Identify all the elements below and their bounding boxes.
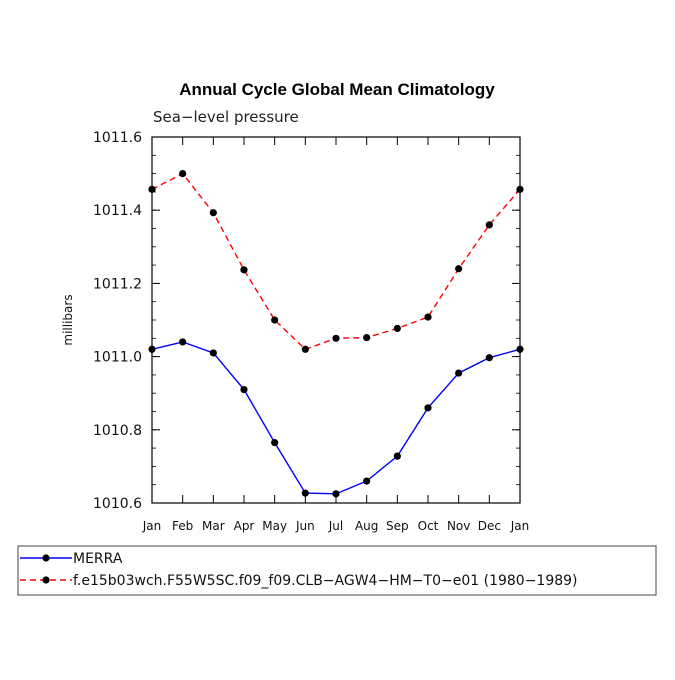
plot-series bbox=[148, 170, 524, 498]
y-tick-label: 1010.6 bbox=[93, 496, 142, 512]
series-1-point bbox=[209, 209, 217, 217]
x-tick-label: Feb bbox=[172, 519, 193, 533]
series-1-point bbox=[455, 265, 463, 273]
x-tick-label: Jan bbox=[510, 519, 530, 533]
series-1-point bbox=[363, 333, 371, 342]
series-0-point bbox=[148, 345, 156, 353]
x-tick-label: May bbox=[262, 519, 287, 533]
legend-marker-0 bbox=[42, 554, 50, 562]
x-tick-label: Apr bbox=[234, 519, 255, 533]
x-tick-label: Sep bbox=[386, 519, 409, 533]
series-1-point bbox=[148, 185, 156, 193]
series-0-point bbox=[424, 404, 432, 412]
legend-marker-1 bbox=[42, 576, 50, 584]
series-1-point bbox=[516, 185, 524, 193]
legend-label-0: MERRA bbox=[73, 551, 123, 567]
series-0-point bbox=[516, 345, 524, 353]
series-1-point bbox=[301, 345, 309, 353]
series-1-point bbox=[485, 221, 493, 229]
x-tick-label: Dec bbox=[478, 519, 501, 533]
x-tick-label: Nov bbox=[447, 519, 470, 533]
series-0-point bbox=[363, 477, 371, 485]
chart-title: Annual Cycle Global Mean Climatology bbox=[179, 80, 495, 99]
x-tick-label: Jul bbox=[328, 519, 343, 533]
y-tick-label: 1011.2 bbox=[93, 276, 142, 292]
series-0-point bbox=[209, 349, 217, 357]
series-0-point bbox=[485, 354, 493, 362]
y-tick-label: 1011.0 bbox=[93, 350, 142, 366]
x-tick-label: Mar bbox=[202, 519, 225, 533]
series-1-point bbox=[179, 170, 187, 178]
legend-label-1: f.e15b03wch.F55W5SC.f09_f09.CLB−AGW4−HM−… bbox=[73, 573, 578, 589]
series-1-point bbox=[332, 334, 340, 342]
y-axis-label: millibars bbox=[61, 294, 75, 345]
series-0-point bbox=[179, 338, 187, 346]
series-0-point bbox=[301, 489, 309, 497]
x-tick-label: Aug bbox=[355, 519, 378, 533]
legend-box bbox=[17, 545, 657, 596]
series-0-point bbox=[271, 439, 279, 447]
y-tick-label: 1010.8 bbox=[93, 423, 142, 439]
x-tick-label: Jun bbox=[295, 519, 315, 533]
series-0-point bbox=[393, 452, 401, 460]
series-1-point bbox=[424, 313, 432, 321]
x-tick-label: Oct bbox=[418, 519, 439, 533]
y-tick-label: 1011.6 bbox=[93, 130, 142, 146]
series-0-point bbox=[455, 369, 463, 377]
series-0-point bbox=[240, 385, 248, 394]
series-1-point bbox=[393, 324, 401, 333]
series-0-point bbox=[332, 490, 340, 498]
series-1-point bbox=[271, 316, 279, 324]
axes: 1010.6 1010.8 1011.0 1011.2 1011.4 1011.6 Jan F… bbox=[93, 130, 529, 533]
chart-subtitle: Sea−level pressure bbox=[153, 108, 299, 126]
legend: MERRA f.e15b03wch.F55W5SC.f09_f09.CLB−AGW… bbox=[17, 545, 657, 596]
x-tick-label: Jan bbox=[142, 519, 162, 533]
y-tick-label: 1011.4 bbox=[93, 203, 142, 219]
series-1-point bbox=[240, 266, 248, 274]
